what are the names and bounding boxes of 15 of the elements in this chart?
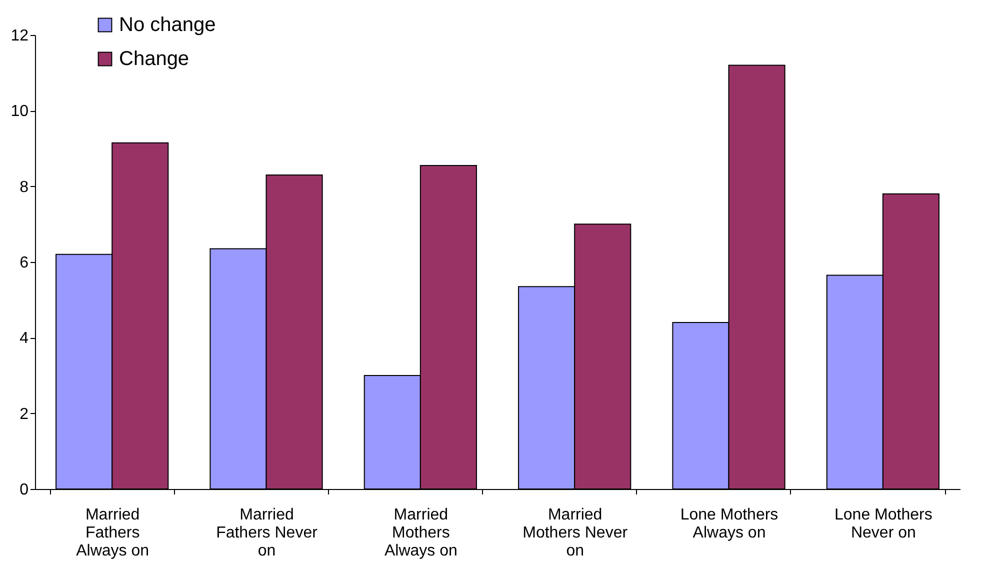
y-tick-label: 8 (20, 178, 29, 196)
y-tick-label: 0 (20, 482, 29, 498)
y-tick-label: 10 (10, 103, 29, 120)
x-tick-label: Married Fathers Never on (216, 506, 318, 560)
x-tick-label: Married Mothers Always on (384, 506, 458, 560)
x-tick-label: Married Fathers Always on (76, 506, 150, 560)
x-tick-label: Lone Mothers Always on (680, 506, 778, 542)
legend-label: Change (119, 48, 190, 70)
y-tick-label: 12 (10, 28, 29, 44)
y-tick-label: 4 (20, 330, 29, 348)
y-tick-label: 2 (20, 406, 29, 423)
legend-label: No change (119, 14, 216, 36)
y-tick-label: 6 (20, 254, 29, 272)
x-tick-label: Lone Mothers Never on (834, 506, 932, 542)
x-tick-label: Married Mothers Never on (522, 506, 628, 560)
